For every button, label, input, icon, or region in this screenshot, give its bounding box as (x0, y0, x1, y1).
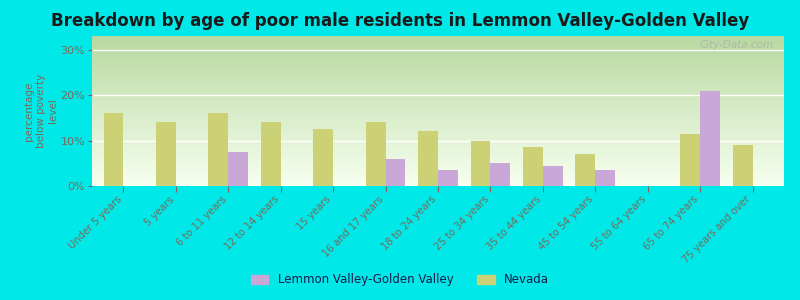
Bar (595, 170, 615, 186)
Text: City-Data.com: City-Data.com (699, 40, 774, 50)
Y-axis label: percentage
below poverty
level: percentage below poverty level (24, 74, 58, 148)
Bar (700, 91, 720, 186)
Bar (438, 170, 458, 186)
Bar (228, 152, 248, 186)
Bar (470, 140, 490, 186)
Bar (156, 122, 176, 186)
Legend: Lemmon Valley-Golden Valley, Nevada: Lemmon Valley-Golden Valley, Nevada (246, 269, 554, 291)
Bar (261, 122, 281, 186)
Bar (543, 166, 562, 186)
Bar (575, 154, 595, 186)
Bar (314, 129, 333, 186)
Bar (490, 163, 510, 186)
Bar (680, 134, 700, 186)
Bar (386, 159, 406, 186)
Bar (208, 113, 228, 186)
Bar (366, 122, 386, 186)
Bar (418, 131, 438, 186)
Text: Breakdown by age of poor male residents in Lemmon Valley-Golden Valley: Breakdown by age of poor male residents … (51, 12, 749, 30)
Bar (523, 147, 543, 186)
Bar (103, 113, 123, 186)
Bar (733, 145, 753, 186)
